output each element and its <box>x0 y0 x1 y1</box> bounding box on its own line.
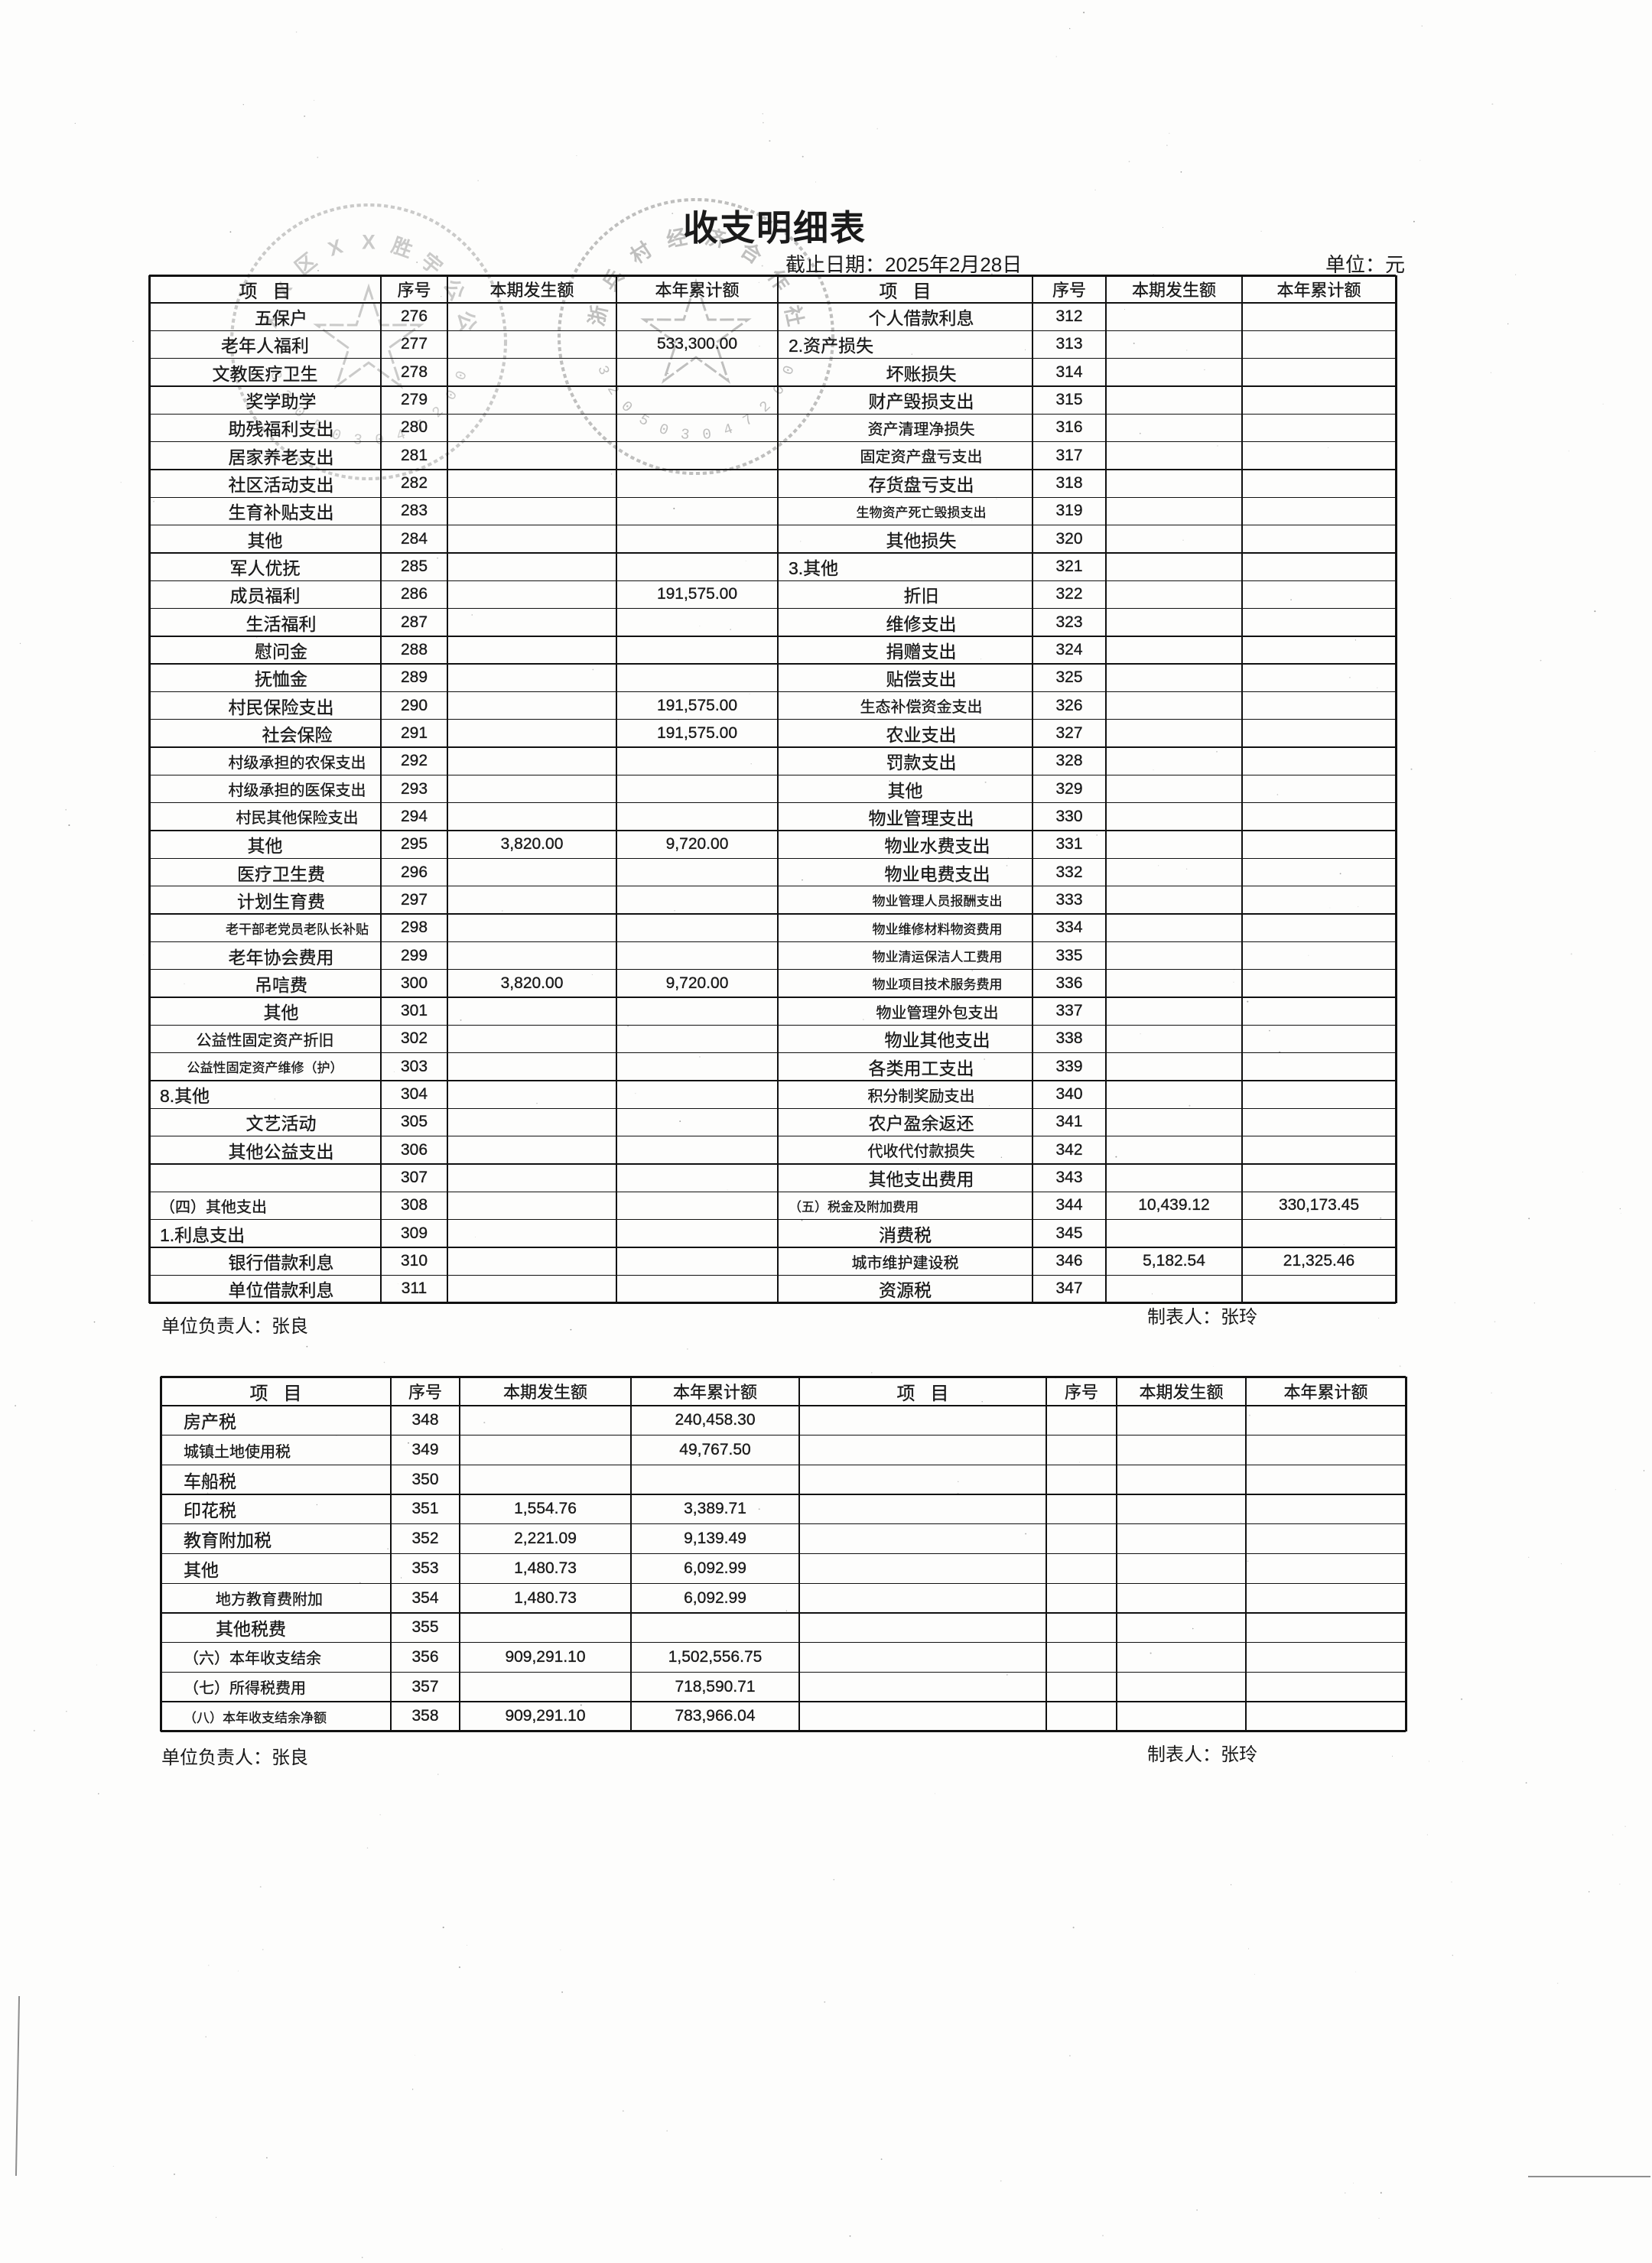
svg-text:胜: 胜 <box>389 233 415 262</box>
svg-text:X: X <box>325 235 346 261</box>
svg-text:村: 村 <box>626 238 656 268</box>
svg-text:X: X <box>362 230 376 253</box>
